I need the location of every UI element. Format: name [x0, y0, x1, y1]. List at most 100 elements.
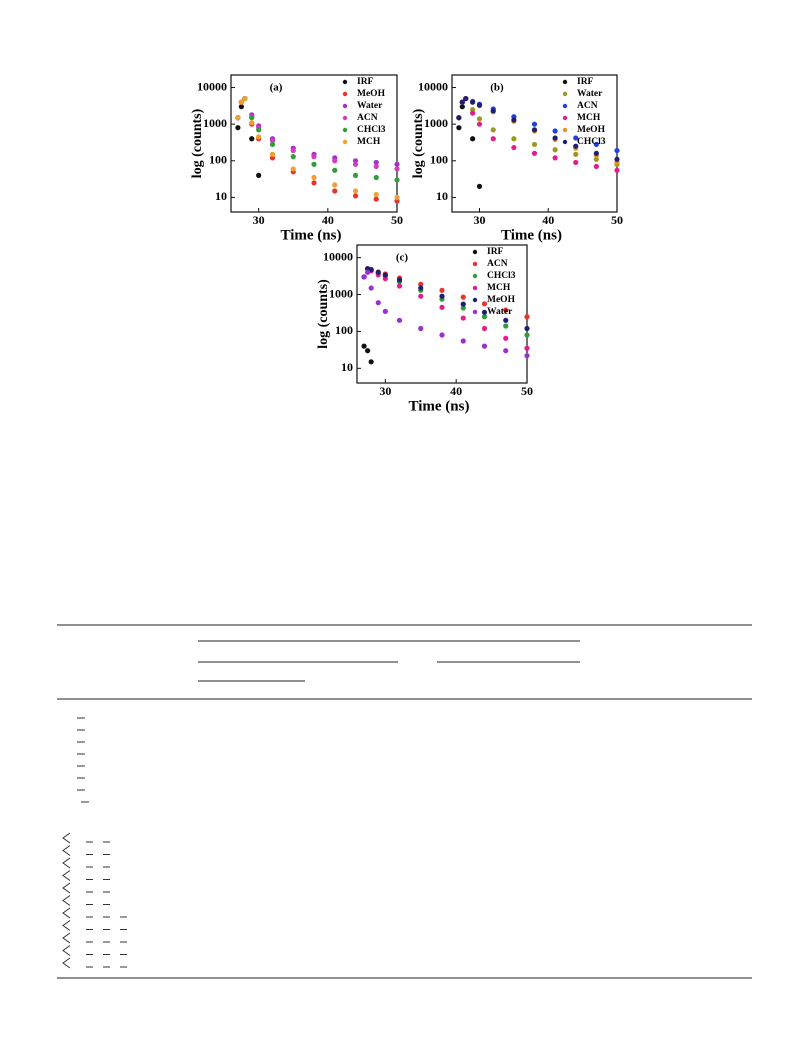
data-point: [394, 161, 400, 167]
table-chevron: [62, 857, 71, 869]
data-point: [470, 99, 476, 105]
data-point: [311, 180, 317, 186]
legend-marker: [562, 139, 568, 145]
table-chevron: [62, 932, 71, 944]
data-point: [396, 277, 403, 283]
x-tick-label: 30: [253, 213, 265, 227]
data-point: [552, 147, 558, 153]
data-point: [503, 307, 509, 313]
data-point: [373, 196, 379, 202]
table-chevron: [62, 957, 71, 969]
data-point: [511, 136, 517, 142]
data-point: [249, 136, 255, 142]
data-point: [481, 309, 488, 315]
data-point: [459, 99, 465, 105]
data-point: [460, 301, 466, 307]
data-point: [503, 348, 509, 354]
data-point: [365, 348, 371, 354]
data-point: [361, 274, 367, 280]
data-point: [332, 158, 338, 164]
data-point: [593, 150, 599, 156]
data-point: [470, 136, 476, 142]
chart: 10 100 1000 10000 30 40 50 Time (ns) log (counts…: [316, 244, 533, 414]
legend-label: MCH: [357, 137, 381, 147]
data-point: [531, 150, 538, 156]
y-tick-label: 100: [335, 323, 353, 337]
data-point: [238, 99, 244, 105]
data-point: [439, 293, 445, 299]
chart: 10 100 1000 10000 30 40 50 Time (ns) log (counts…: [190, 74, 403, 243]
legend-marker: [562, 127, 568, 133]
y-tick-label: 1000: [424, 116, 448, 130]
plot-frame: [451, 74, 618, 213]
x-tick-label: 30: [474, 213, 486, 227]
legend-label: MeOH: [577, 125, 606, 135]
data-point: [460, 315, 466, 321]
data-point: [470, 110, 476, 116]
data-point: [394, 166, 400, 172]
legend-label: Water: [487, 307, 513, 317]
x-tick-label: 40: [450, 384, 462, 398]
legend-label: MCH: [487, 283, 511, 293]
data-point: [332, 167, 338, 173]
y-tick-label: 10: [341, 360, 353, 374]
data-point: [511, 144, 517, 151]
table-chevron: [62, 920, 71, 931]
data-point: [573, 143, 579, 149]
data-point: [490, 108, 496, 114]
data-point: [593, 163, 599, 170]
table: [57, 624, 752, 979]
table-chevron: [62, 907, 71, 919]
x-axis-label: Time (ns): [281, 227, 342, 243]
data-point: [418, 281, 424, 287]
data-point: [476, 116, 483, 122]
data-point: [394, 177, 400, 183]
data-point: [396, 317, 403, 323]
data-point: [524, 345, 530, 351]
legend-marker: [472, 273, 478, 279]
data-point: [368, 285, 374, 291]
data-point: [439, 304, 445, 310]
legend-marker: [342, 103, 348, 109]
data-point: [460, 338, 466, 344]
data-point: [531, 141, 538, 148]
data-point: [503, 317, 509, 323]
legend-label: CHCl3: [357, 125, 386, 135]
data-point: [373, 174, 379, 181]
y-axis-label: log (counts): [411, 108, 426, 178]
legend-label: CHCl3: [487, 271, 516, 281]
y-axis-label: log (counts): [190, 108, 205, 178]
data-point: [368, 359, 374, 365]
x-axis-label: Time (ns): [501, 227, 562, 243]
data-point: [382, 272, 388, 278]
data-point: [476, 183, 483, 189]
y-tick-label: 10000: [323, 249, 353, 263]
chart: 10 100 1000 10000 30 40 50 Time (ns) log (counts…: [411, 74, 623, 243]
legend-label: CHCl3: [577, 137, 606, 147]
data-point: [531, 127, 538, 133]
data-point: [439, 332, 445, 338]
data-point: [382, 276, 388, 282]
data-point: [490, 127, 496, 133]
data-point: [531, 121, 538, 127]
legend-marker: [472, 285, 478, 291]
data-point: [238, 104, 244, 110]
data-point: [375, 269, 381, 275]
plot-frame: [230, 74, 398, 213]
x-tick-label: 40: [542, 213, 554, 227]
data-point: [311, 161, 317, 167]
data-point: [456, 125, 462, 131]
x-tick-label: 50: [611, 213, 623, 227]
legend-marker: [342, 127, 348, 133]
y-tick-label: 1000: [203, 116, 227, 130]
y-tick-label: 100: [430, 153, 448, 167]
x-tick-label: 30: [379, 384, 391, 398]
data-point: [269, 151, 276, 157]
data-point: [459, 104, 465, 110]
data-point: [332, 188, 338, 194]
data-point: [481, 314, 488, 320]
legend-marker: [342, 91, 348, 97]
legend-label: Water: [357, 101, 383, 111]
data-point: [332, 182, 338, 188]
